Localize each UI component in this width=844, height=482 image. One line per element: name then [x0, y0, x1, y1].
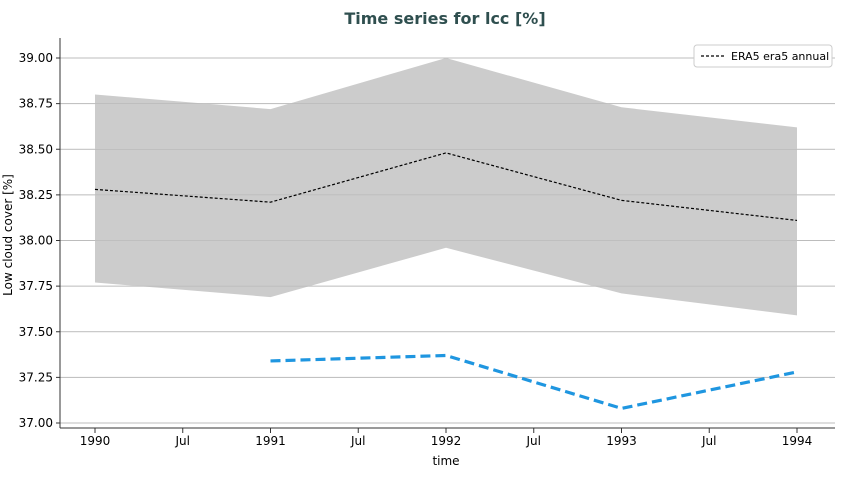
- x-tick-label: Jul: [701, 434, 716, 448]
- blue-series-line: [271, 355, 798, 408]
- x-tick-label: 1990: [80, 434, 111, 448]
- y-tick-label: 37.00: [19, 416, 53, 430]
- y-tick-label: 37.50: [19, 325, 53, 339]
- x-tick-label: 1994: [782, 434, 813, 448]
- x-tick-label: 1993: [606, 434, 637, 448]
- x-tick-label: Jul: [526, 434, 541, 448]
- uncertainty-band: [60, 58, 835, 423]
- x-tick-label: Jul: [175, 434, 190, 448]
- y-tick-label: 38.50: [19, 142, 53, 156]
- y-tick-label: 38.00: [19, 234, 53, 248]
- y-tick-label: 37.75: [19, 279, 53, 293]
- legend-label: ERA5 era5 annual: [731, 50, 829, 63]
- band-area: [95, 58, 797, 315]
- y-tick-label: 38.75: [19, 97, 53, 111]
- legend: ERA5 era5 annual: [694, 45, 832, 67]
- x-axis-label: time: [432, 454, 459, 468]
- x-tick-label: 1991: [255, 434, 286, 448]
- chart-title: Time series for lcc [%]: [344, 9, 545, 28]
- y-tick-label: 37.25: [19, 370, 53, 384]
- x-tick-label: Jul: [350, 434, 365, 448]
- y-tick-label: 39.00: [19, 51, 53, 65]
- y-axis-label: Low cloud cover [%]: [1, 174, 15, 296]
- x-tick-label: 1992: [431, 434, 462, 448]
- y-tick-label: 38.25: [19, 188, 53, 202]
